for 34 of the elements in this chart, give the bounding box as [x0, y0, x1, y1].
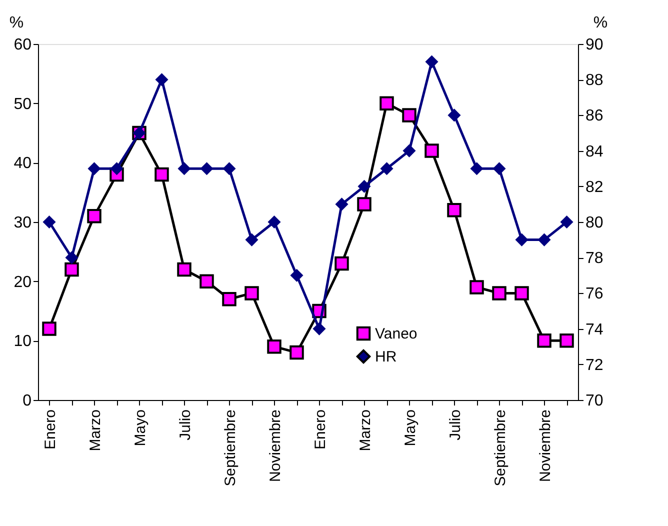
y-tick-label: 0 [22, 392, 32, 410]
y-tick-label: 20 [14, 274, 32, 291]
y-tick-label: 10 [14, 333, 32, 350]
y-tick-label: 40 [14, 155, 32, 172]
y2-tick-label: 88 [586, 72, 604, 90]
y2-tick-label: 74 [586, 321, 604, 338]
x-tick-label: Septiembre [222, 410, 239, 486]
x-tick-label: Marzo [356, 410, 374, 452]
y2-tick-label: 76 [586, 286, 604, 303]
y2-tick-label: 82 [586, 178, 604, 196]
legend-label: Vaneo [375, 326, 418, 342]
x-tick-label: Noviembre [266, 410, 284, 482]
legend-label: HR [375, 348, 397, 366]
y2-tick-label: 80 [586, 214, 604, 232]
y-tick-label: 60 [14, 36, 32, 54]
y-tick-label: 30 [14, 214, 32, 232]
y2-tick-label: 78 [586, 250, 604, 268]
x-tick-label: Mayo [402, 410, 419, 446]
y2-tick-label: 90 [586, 36, 604, 54]
x-tick-label: Mayo [132, 410, 149, 446]
y-axis-title: % [9, 14, 24, 32]
x-tick-label: Julio [446, 410, 464, 440]
y2-tick-label: 84 [586, 143, 604, 160]
y2-tick-label: 70 [586, 392, 604, 410]
x-tick-label: Septiembre [492, 410, 509, 486]
x-tick-label: Enero [312, 410, 329, 450]
x-tick-label: Noviembre [536, 410, 554, 482]
x-tick-label: Julio [176, 410, 194, 440]
y2-tick-label: 72 [586, 356, 604, 374]
y-tick-label: 50 [14, 96, 32, 113]
x-tick-label: Marzo [86, 410, 104, 452]
y2-tick-label: 86 [586, 108, 604, 125]
y2-axis-title: % [593, 14, 608, 32]
x-tick-label: Enero [42, 410, 59, 450]
